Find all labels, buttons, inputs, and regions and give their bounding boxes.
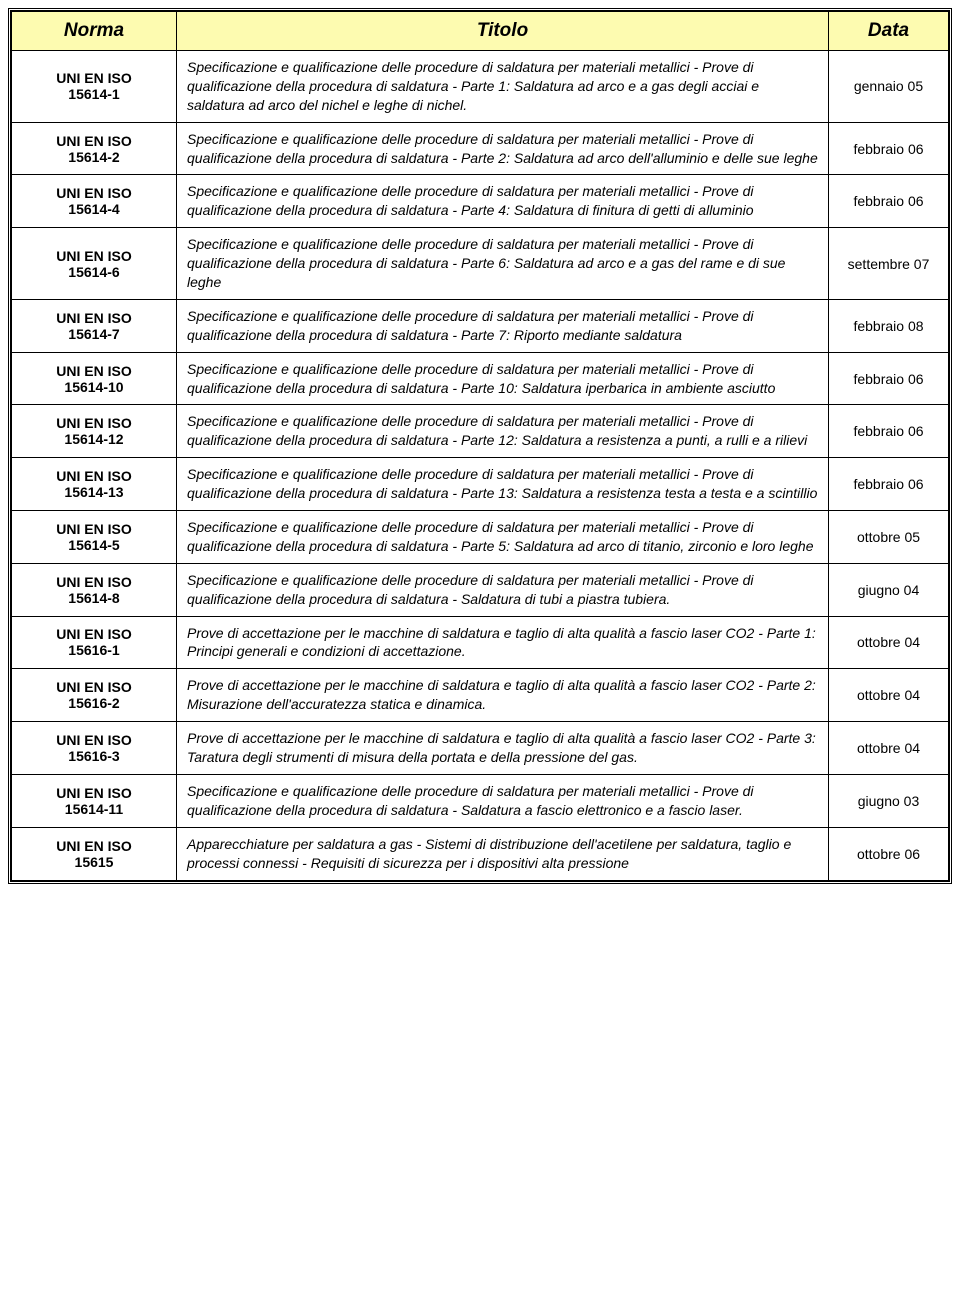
cell-data: febbraio 06: [829, 122, 949, 175]
header-norma: Norma: [12, 12, 177, 51]
header-titolo: Titolo: [177, 12, 829, 51]
table-row: UNI EN ISO15614-13Specificazione e quali…: [12, 458, 949, 511]
cell-titolo: Specificazione e qualificazione delle pr…: [177, 51, 829, 123]
cell-data: ottobre 04: [829, 669, 949, 722]
cell-norma: UNI EN ISO15614-8: [12, 563, 177, 616]
cell-titolo: Specificazione e qualificazione delle pr…: [177, 352, 829, 405]
cell-data: febbraio 06: [829, 175, 949, 228]
table-row: UNI EN ISO15614-4Specificazione e qualif…: [12, 175, 949, 228]
cell-titolo: Apparecchiature per saldatura a gas - Si…: [177, 827, 829, 880]
table-row: UNI EN ISO15615Apparecchiature per salda…: [12, 827, 949, 880]
cell-data: febbraio 06: [829, 352, 949, 405]
cell-data: giugno 03: [829, 774, 949, 827]
cell-titolo: Prove di accettazione per le macchine di…: [177, 669, 829, 722]
table-row: UNI EN ISO15614-5Specificazione e qualif…: [12, 511, 949, 564]
table-body: UNI EN ISO15614-1Specificazione e qualif…: [12, 51, 949, 881]
cell-titolo: Specificazione e qualificazione delle pr…: [177, 122, 829, 175]
cell-data: febbraio 06: [829, 405, 949, 458]
header-data: Data: [829, 12, 949, 51]
cell-norma: UNI EN ISO15614-5: [12, 511, 177, 564]
header-row: Norma Titolo Data: [12, 12, 949, 51]
cell-data: ottobre 06: [829, 827, 949, 880]
cell-norma: UNI EN ISO15615: [12, 827, 177, 880]
table-row: UNI EN ISO15616-1Prove di accettazione p…: [12, 616, 949, 669]
cell-titolo: Specificazione e qualificazione delle pr…: [177, 228, 829, 300]
cell-norma: UNI EN ISO15614-10: [12, 352, 177, 405]
cell-norma: UNI EN ISO15614-12: [12, 405, 177, 458]
cell-data: gennaio 05: [829, 51, 949, 123]
cell-norma: UNI EN ISO15614-2: [12, 122, 177, 175]
cell-data: ottobre 04: [829, 616, 949, 669]
table-row: UNI EN ISO15616-2Prove di accettazione p…: [12, 669, 949, 722]
table-row: UNI EN ISO15614-7Specificazione e qualif…: [12, 299, 949, 352]
table-row: UNI EN ISO15614-2Specificazione e qualif…: [12, 122, 949, 175]
cell-titolo: Specificazione e qualificazione delle pr…: [177, 175, 829, 228]
cell-norma: UNI EN ISO15614-4: [12, 175, 177, 228]
table-row: UNI EN ISO15614-10Specificazione e quali…: [12, 352, 949, 405]
standards-table: Norma Titolo Data UNI EN ISO15614-1Speci…: [11, 11, 949, 881]
table-frame: Norma Titolo Data UNI EN ISO15614-1Speci…: [8, 8, 952, 884]
cell-titolo: Specificazione e qualificazione delle pr…: [177, 405, 829, 458]
cell-norma: UNI EN ISO15614-11: [12, 774, 177, 827]
cell-data: giugno 04: [829, 563, 949, 616]
cell-titolo: Specificazione e qualificazione delle pr…: [177, 299, 829, 352]
table-row: UNI EN ISO15614-8Specificazione e qualif…: [12, 563, 949, 616]
cell-norma: UNI EN ISO15614-7: [12, 299, 177, 352]
table-row: UNI EN ISO15614-6Specificazione e qualif…: [12, 228, 949, 300]
cell-norma: UNI EN ISO15614-1: [12, 51, 177, 123]
cell-norma: UNI EN ISO15614-13: [12, 458, 177, 511]
cell-norma: UNI EN ISO15614-6: [12, 228, 177, 300]
cell-norma: UNI EN ISO15616-1: [12, 616, 177, 669]
cell-norma: UNI EN ISO15616-3: [12, 722, 177, 775]
cell-data: ottobre 04: [829, 722, 949, 775]
cell-titolo: Specificazione e qualificazione delle pr…: [177, 774, 829, 827]
cell-titolo: Prove di accettazione per le macchine di…: [177, 722, 829, 775]
table-row: UNI EN ISO15614-11Specificazione e quali…: [12, 774, 949, 827]
table-row: UNI EN ISO15616-3Prove di accettazione p…: [12, 722, 949, 775]
cell-titolo: Specificazione e qualificazione delle pr…: [177, 563, 829, 616]
cell-data: ottobre 05: [829, 511, 949, 564]
cell-titolo: Specificazione e qualificazione delle pr…: [177, 458, 829, 511]
table-row: UNI EN ISO15614-12Specificazione e quali…: [12, 405, 949, 458]
cell-data: settembre 07: [829, 228, 949, 300]
cell-titolo: Specificazione e qualificazione delle pr…: [177, 511, 829, 564]
cell-data: febbraio 06: [829, 458, 949, 511]
cell-titolo: Prove di accettazione per le macchine di…: [177, 616, 829, 669]
cell-data: febbraio 08: [829, 299, 949, 352]
table-row: UNI EN ISO15614-1Specificazione e qualif…: [12, 51, 949, 123]
cell-norma: UNI EN ISO15616-2: [12, 669, 177, 722]
